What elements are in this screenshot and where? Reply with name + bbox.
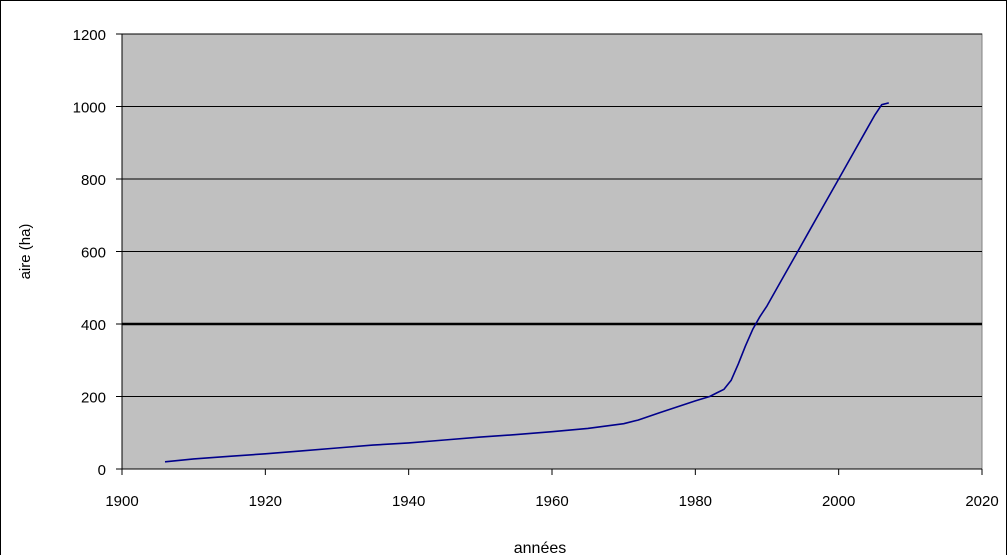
x-axis-label: années <box>514 540 567 555</box>
x-tick-label-2000: 2000 <box>822 493 855 510</box>
x-tick-label-1980: 1980 <box>679 493 712 510</box>
x-tick-label-1900: 1900 <box>105 493 138 510</box>
x-tick-label-1920: 1920 <box>249 493 282 510</box>
x-tick-label-1960: 1960 <box>535 493 568 510</box>
series-line-0 <box>164 102 889 463</box>
y-tick-label-400: 400 <box>81 317 106 334</box>
y-tick-label-800: 800 <box>81 172 106 189</box>
x-tick-label-2020: 2020 <box>965 493 998 510</box>
gridlines <box>122 33 982 397</box>
y-tick-label-200: 200 <box>81 390 106 407</box>
y-axis-label: aire (ha) <box>17 224 34 280</box>
y-tick-label-600: 600 <box>81 245 106 262</box>
x-tick-label-1940: 1940 <box>392 493 425 510</box>
y-tick-label-1200: 1200 <box>73 27 106 44</box>
y-tick-label-0: 0 <box>98 462 106 479</box>
series <box>164 102 889 463</box>
y-tick-label-1000: 1000 <box>73 100 106 117</box>
ticks: 0 200 400 600 800 1000 1200 1900 1920 1940 1960 198… <box>73 27 999 510</box>
